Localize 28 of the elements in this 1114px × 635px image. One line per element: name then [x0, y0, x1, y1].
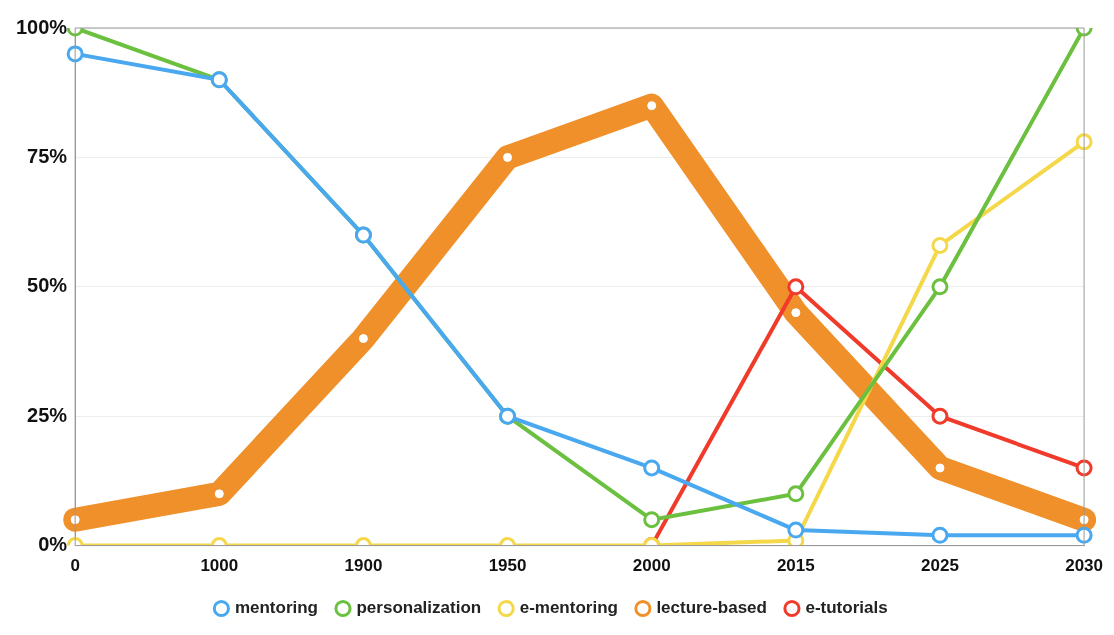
legend-label: e-tutorials	[805, 598, 888, 618]
point	[787, 521, 805, 539]
point	[66, 45, 84, 63]
x-tick-label: 0	[70, 556, 80, 576]
point	[931, 236, 949, 254]
x-tick-label: 1950	[488, 556, 527, 576]
y-tick-label: 25%	[27, 403, 68, 426]
legend-label: mentoring	[234, 598, 318, 618]
legend-label: e-mentoring	[519, 598, 618, 618]
x-tick-label: 2025	[921, 556, 959, 576]
point	[787, 278, 805, 296]
y-tick-label: 100%	[16, 15, 68, 38]
x-tick-label: 2000	[632, 556, 671, 576]
y-tick-label: 50%	[27, 274, 68, 297]
point	[643, 511, 661, 529]
point	[931, 526, 949, 544]
x-tick-label: 1000	[200, 556, 239, 576]
point	[931, 407, 949, 425]
legend-label: lecture-based	[656, 598, 767, 618]
point	[931, 278, 949, 296]
y-tick-label: 0%	[38, 533, 68, 556]
legend-label: personalization	[356, 598, 482, 618]
point	[787, 485, 805, 503]
x-tick-label: 1900	[344, 556, 383, 576]
y-tick-label: 75%	[27, 144, 68, 167]
point	[643, 459, 661, 477]
x-tick-label: 2030	[1065, 556, 1103, 576]
x-tick-label: 2015	[776, 556, 815, 576]
